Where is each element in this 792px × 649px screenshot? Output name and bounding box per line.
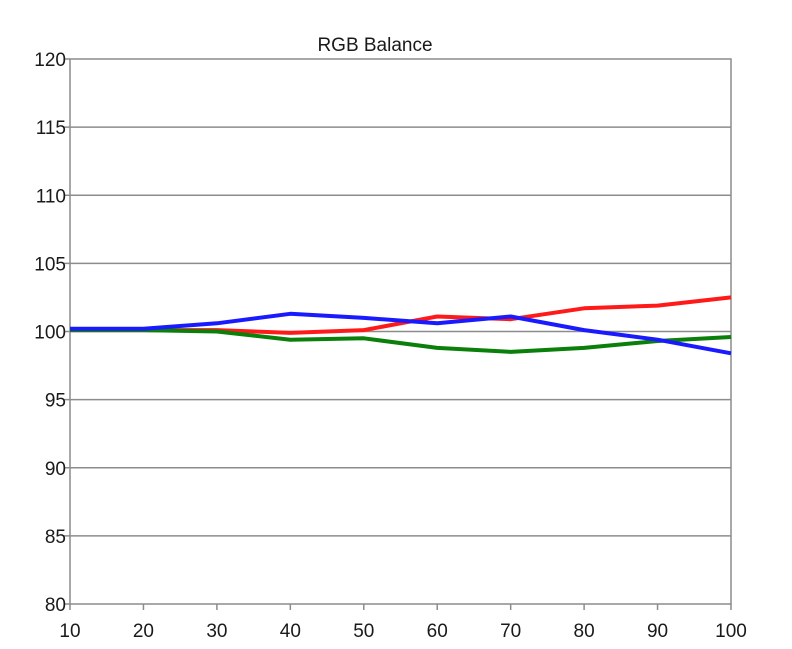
x-tick-label: 50 [353,621,374,642]
y-tick-label: 90 [45,459,66,480]
x-tick-label: 90 [647,621,668,642]
chart-title: RGB Balance [317,35,432,56]
green-series-line [70,328,732,354]
x-tick-label: 20 [133,621,154,642]
x-tick-label: 70 [500,621,521,642]
y-tick-label: 85 [45,527,66,548]
blue-series-line [70,311,732,356]
x-tick-label: 100 [715,621,747,642]
y-tick-label: 100 [34,323,66,344]
x-tick-label: 60 [427,621,448,642]
y-tick-label: 80 [45,595,66,616]
y-tick-label: 105 [34,254,66,275]
x-tick-label: 80 [574,621,595,642]
x-tick-label: 40 [280,621,301,642]
y-tick-label: 110 [36,186,66,207]
y-tick-labels: 80 85 90 95 100 105 110 115 120 [34,50,66,616]
x-tick-label: 30 [206,621,227,642]
axis-ticks [64,58,732,610]
y-tick-label: 95 [45,391,66,412]
x-tick-label: 10 [59,621,80,642]
y-tick-label: 115 [36,118,66,139]
series-lines [70,295,732,356]
x-tick-labels: 10 20 30 40 50 60 70 80 90 100 [59,621,746,642]
y-tick-label: 120 [34,50,66,71]
